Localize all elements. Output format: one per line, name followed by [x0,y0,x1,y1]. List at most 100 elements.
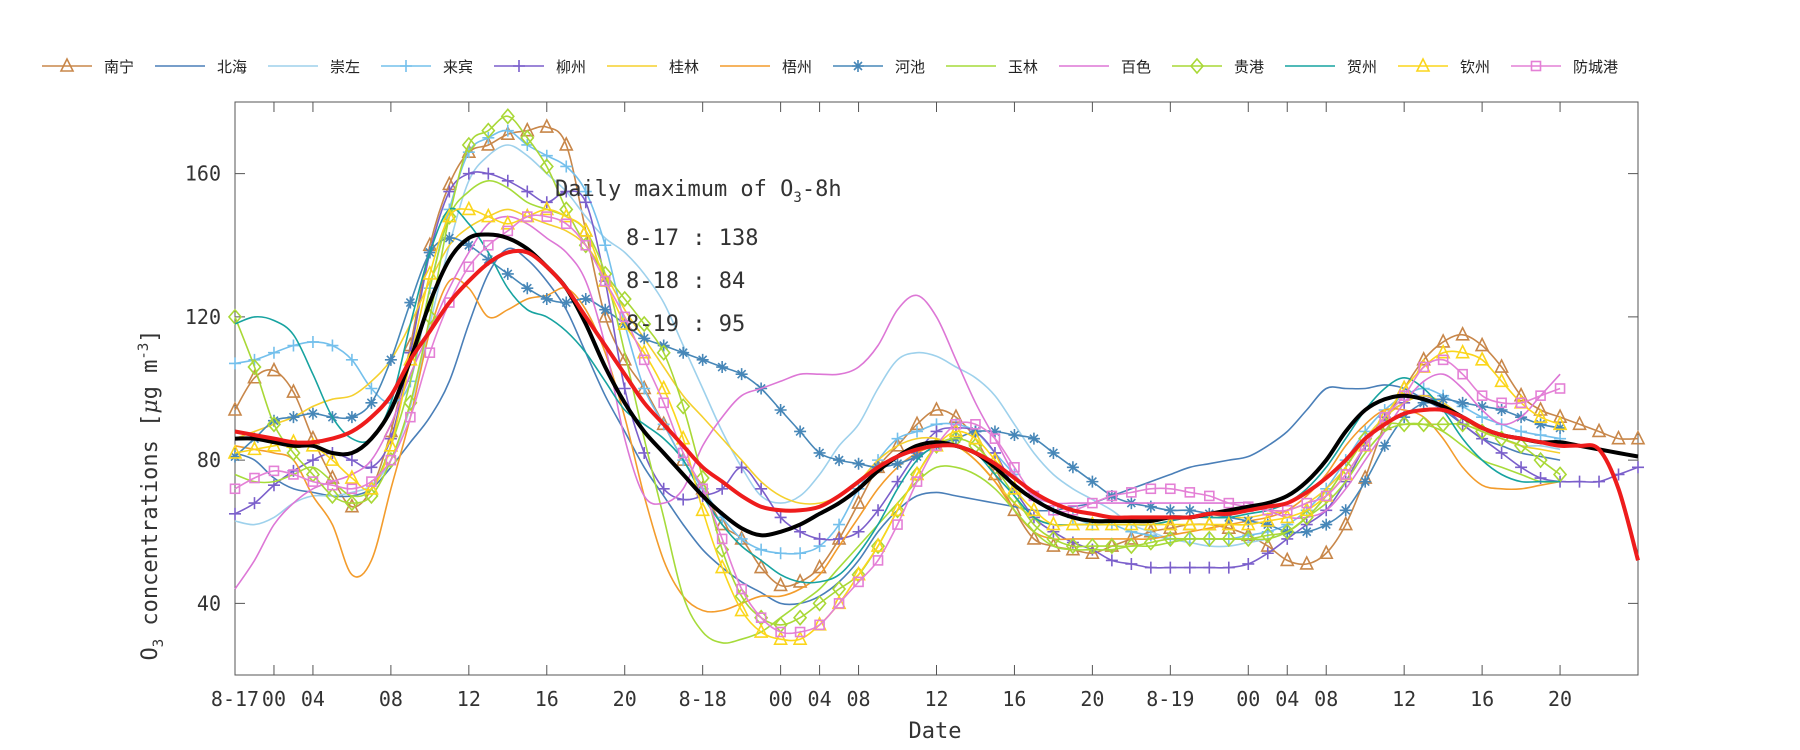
data-point [307,476,319,487]
data-point [734,601,749,617]
legend-entry: 梧州 [720,58,812,76]
data-point [1281,504,1293,516]
data-point [695,501,710,517]
data-point [1339,504,1352,517]
data-point [288,469,299,480]
data-point [989,433,1001,444]
data-point [1104,515,1120,531]
data-point [813,532,826,545]
data-point [619,311,631,323]
data-point [638,382,651,395]
data-point [560,296,573,309]
data-point [755,543,768,556]
data-point [1104,537,1119,555]
x-tick-label: 20 [1080,687,1104,711]
data-point [481,207,496,223]
legend-label: 贺州 [1347,58,1377,76]
data-point [519,121,535,137]
data-point [483,239,494,251]
data-point [1435,343,1451,359]
data-point [716,361,729,374]
data-point [227,401,243,416]
x-axis: 8-17 00 04 08 12 16 20 8-18 00 04 08 12 16 20 8-19 00 04… [211,102,1572,711]
data-point [775,626,786,638]
data-point [1106,490,1118,502]
data-point [1515,425,1528,438]
series-11 [227,108,1568,634]
data-point [870,537,886,555]
legend-marker [1189,57,1205,75]
data-point [1145,483,1157,495]
legend-label: 玉林 [1008,58,1038,76]
data-point [714,515,730,531]
data-point [1396,379,1412,395]
data-point [560,160,573,173]
data-point [1593,475,1606,488]
x-tick-label: 00 [1236,687,1260,711]
data-point [753,623,769,638]
data-point [1397,416,1412,433]
series-line [234,247,1561,606]
data-point [1533,401,1548,416]
series-15 [234,232,1639,538]
series-12 [234,207,1561,584]
data-point [345,411,358,424]
data-point [1495,403,1508,416]
data-point [792,630,808,645]
data-point [930,425,943,438]
data-point [268,465,280,477]
series-14 [229,211,1566,638]
x-tick-label: 8-18 [679,687,727,711]
data-point [1457,368,1468,380]
data-point [1572,415,1587,431]
data-point [365,382,378,395]
series-2 [234,247,1561,606]
data-point [1182,515,1198,531]
legend-label: 贵港 [1234,58,1264,76]
legend-label: 北海 [217,58,247,76]
data-point [1242,557,1255,570]
y-tick-label: 40 [197,591,221,615]
data-point [988,425,1001,438]
data-point [462,167,475,180]
data-point [247,358,262,376]
data-point [461,136,476,154]
x-tick-label: 04 [1275,687,1299,711]
series-7 [234,277,1561,613]
data-point [247,440,262,456]
series-line [234,115,1561,626]
data-point [500,125,516,141]
legend-marker [1415,57,1431,72]
data-point [1026,516,1041,533]
data-point [1359,475,1372,488]
data-point [1455,325,1470,341]
data-point [638,354,650,366]
data-point [793,609,808,626]
series-line [234,214,1561,635]
data-point [1299,501,1315,517]
data-point [890,502,905,519]
legend-entry: 河池 [833,58,925,76]
y-axis: 40 80 120 160 [185,162,1638,615]
data-point [774,511,787,524]
legend-marker [59,57,75,72]
data-point [443,185,456,198]
data-point [521,185,534,198]
data-point [287,339,300,352]
data-point [833,598,845,609]
x-tick-label: 20 [613,687,637,711]
data-point [1085,544,1100,560]
data-point [1455,343,1470,359]
data-point [1261,518,1274,531]
data-point [1046,530,1061,548]
x-tick-label: 00 [262,687,286,711]
data-point [1144,500,1157,513]
data-point [1164,504,1177,517]
data-point [1184,487,1196,498]
data-point [444,297,455,308]
data-point [735,461,748,474]
data-point [287,411,300,424]
x-tick-label: 00 [769,687,793,711]
data-point [1163,530,1178,548]
